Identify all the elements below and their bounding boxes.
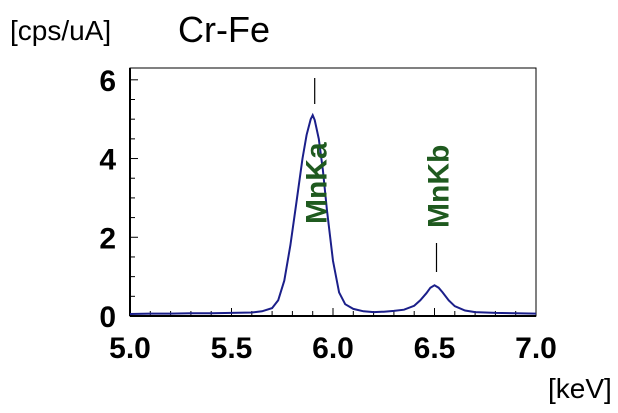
x-axis-unit-label: [keV] [548,373,612,404]
x-tick-label: 6.0 [312,332,354,365]
y-tick-label: 2 [99,222,116,255]
y-tick-label: 6 [99,65,116,98]
y-tick-label: 0 [99,301,116,334]
peak-label: MnKa [301,142,334,224]
x-tick-label: 5.0 [109,332,151,365]
x-tick-label: 7.0 [515,332,557,365]
y-tick-label: 4 [99,144,116,177]
x-tick-label: 5.5 [211,332,253,365]
x-tick-label: 6.5 [414,332,456,365]
peak-label: MnKb [423,145,456,228]
y-axis-unit-label: [cps/uA] [10,15,111,46]
chart-title: Cr-Fe [178,9,270,50]
spectrum-line [129,112,537,315]
peak-annotations: MnKa MnKb [301,78,456,272]
